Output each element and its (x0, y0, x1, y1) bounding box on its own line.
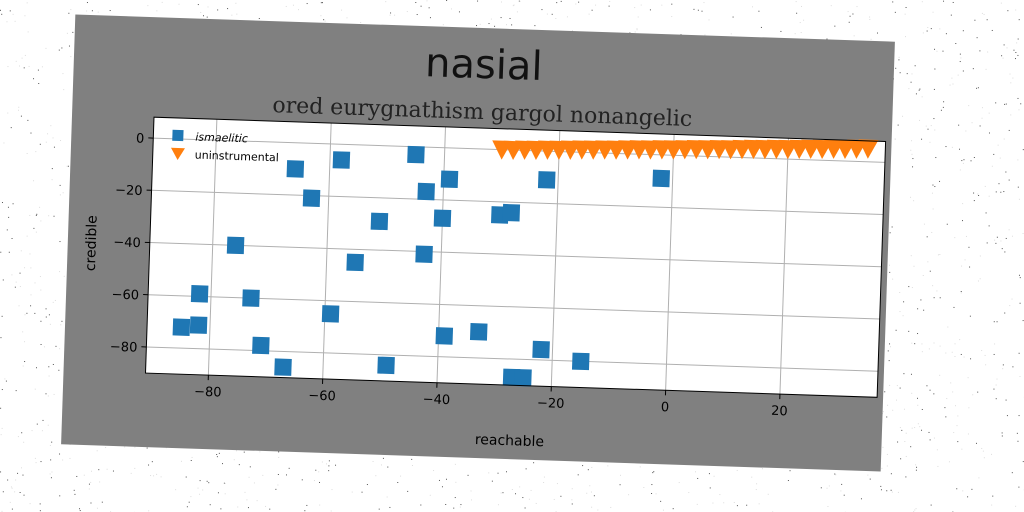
x-tick-label: −40 (422, 392, 450, 408)
legend-label-ismaelitic: ismaelitic (195, 131, 248, 146)
legend: ismaelitic uninstrumental (170, 129, 279, 165)
y-tick-label: −20 (115, 183, 143, 199)
y-gridline (148, 294, 880, 320)
ismaelitic-point (407, 145, 425, 164)
y-axis-label: credible (83, 215, 101, 271)
y-tick-label: −80 (110, 340, 138, 356)
x-axis-label: reachable (475, 432, 545, 450)
ismaelitic-point (417, 182, 435, 201)
axis-ticks: −80 −60 −40 −20 0 20 0 −20 −40 −60 −80 (110, 132, 788, 420)
ismaelitic-point (321, 305, 340, 323)
ismaelitic-point (252, 336, 270, 355)
plot-area (145, 117, 886, 398)
ismaelitic-point (537, 171, 556, 189)
uninstrumental-point (858, 139, 879, 159)
ismaelitic-point (433, 209, 452, 228)
ismaelitic-point (190, 285, 209, 303)
legend-marker-uninstrumental (170, 147, 185, 160)
x-gridline (550, 130, 561, 387)
scatter-plot: −80 −60 −40 −20 0 20 0 −20 −40 −60 −80 ismaelitic … (83, 116, 887, 450)
ismaelitic-point (302, 189, 321, 207)
ismaelitic-point (435, 327, 454, 345)
x-tick-label: −20 (537, 396, 565, 412)
ismaelitic-point (242, 289, 260, 307)
ismaelitic-point (370, 212, 389, 231)
x-tick-label: −60 (308, 388, 336, 404)
ismaelitic-point (502, 203, 521, 222)
ismaelitic-point (571, 352, 590, 371)
x-tick-label: 20 (771, 404, 788, 420)
x-tick-label: −80 (194, 385, 222, 401)
ismaelitic-point (652, 169, 670, 188)
ismaelitic-point (172, 318, 191, 336)
x-gridline (207, 119, 218, 376)
y-gridline (153, 137, 885, 163)
x-gridline (322, 123, 332, 379)
y-tick-label: −60 (111, 288, 139, 304)
legend-label-uninstrumental: uninstrumental (195, 149, 279, 165)
ismaelitic-point (346, 253, 364, 272)
ismaelitic-point (226, 236, 245, 255)
y-tick-label: 0 (136, 132, 145, 147)
ismaelitic-point (415, 245, 433, 263)
ismaelitic-point (469, 323, 488, 341)
x-gridline (779, 138, 789, 395)
ismaelitic-point (286, 160, 305, 178)
ismaelitic-point (514, 368, 532, 387)
legend-marker-ismaelitic (172, 129, 184, 142)
x-gridline (665, 134, 675, 391)
ismaelitic-point (377, 356, 395, 375)
ismaelitic-point (440, 170, 459, 189)
series-ismaelitic (172, 145, 670, 387)
ismaelitic-point (189, 316, 208, 334)
series-uninstrumental (492, 139, 879, 161)
ismaelitic-point (332, 151, 351, 169)
plot-frame (144, 116, 887, 398)
ismaelitic-point (532, 340, 550, 359)
chart-card: nasial ored eurygnathism gargol nonangel… (61, 14, 895, 472)
y-gridline (151, 189, 884, 216)
x-tick-label: 0 (661, 400, 670, 415)
ismaelitic-point (274, 358, 292, 376)
y-gridline (149, 242, 882, 268)
y-tick-label: −40 (113, 235, 141, 251)
